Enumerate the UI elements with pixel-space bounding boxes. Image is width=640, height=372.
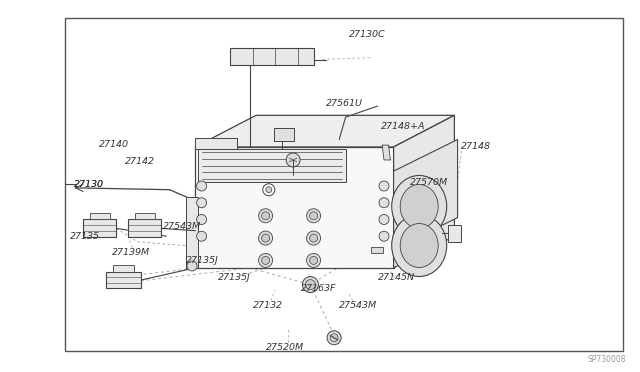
Circle shape	[307, 231, 321, 245]
Polygon shape	[274, 128, 294, 141]
Text: 27561U: 27561U	[326, 99, 364, 108]
Polygon shape	[230, 48, 314, 65]
Circle shape	[310, 212, 317, 220]
Circle shape	[305, 280, 316, 289]
Circle shape	[307, 209, 321, 223]
Bar	[65, 18, 623, 351]
Text: SP730008: SP730008	[588, 355, 626, 364]
Polygon shape	[371, 247, 383, 253]
Polygon shape	[394, 115, 454, 268]
Polygon shape	[195, 115, 454, 147]
Text: 27130: 27130	[74, 180, 104, 189]
Circle shape	[327, 331, 341, 345]
Polygon shape	[186, 197, 198, 268]
Circle shape	[259, 209, 273, 223]
Polygon shape	[382, 145, 390, 160]
Circle shape	[196, 215, 207, 224]
Text: 27142: 27142	[125, 157, 155, 166]
Text: 27543M: 27543M	[163, 222, 202, 231]
Circle shape	[196, 198, 207, 208]
Circle shape	[196, 231, 207, 241]
Circle shape	[266, 187, 272, 193]
Circle shape	[196, 181, 207, 191]
Polygon shape	[128, 219, 161, 237]
Text: 27132: 27132	[253, 301, 283, 310]
Text: 27148+A: 27148+A	[381, 122, 426, 131]
Circle shape	[259, 253, 273, 267]
Polygon shape	[195, 147, 394, 268]
Circle shape	[262, 256, 269, 264]
Circle shape	[302, 276, 319, 293]
Circle shape	[259, 231, 273, 245]
Text: 27139M: 27139M	[112, 248, 150, 257]
Circle shape	[187, 261, 197, 271]
Circle shape	[262, 212, 269, 220]
Polygon shape	[195, 138, 237, 149]
Text: 27543M: 27543M	[339, 301, 378, 310]
Text: 27163F: 27163F	[301, 284, 336, 293]
Text: 27140: 27140	[99, 140, 129, 149]
Circle shape	[379, 231, 389, 241]
Text: 27570M: 27570M	[410, 178, 448, 187]
Circle shape	[310, 256, 317, 264]
Ellipse shape	[392, 176, 447, 237]
Text: 27145N: 27145N	[378, 273, 415, 282]
Circle shape	[379, 181, 389, 191]
Text: 27135: 27135	[70, 232, 100, 241]
Circle shape	[307, 253, 321, 267]
Circle shape	[263, 184, 275, 196]
Circle shape	[310, 234, 317, 242]
Circle shape	[262, 234, 269, 242]
Polygon shape	[394, 140, 458, 249]
Ellipse shape	[400, 224, 438, 267]
Text: 27130: 27130	[74, 180, 104, 189]
Polygon shape	[448, 225, 461, 242]
Circle shape	[330, 334, 338, 342]
Ellipse shape	[400, 185, 438, 228]
Polygon shape	[90, 213, 110, 219]
Polygon shape	[83, 219, 116, 237]
Polygon shape	[106, 272, 141, 288]
Text: 27135J: 27135J	[186, 256, 218, 265]
Polygon shape	[134, 213, 155, 219]
Text: 27148: 27148	[461, 142, 491, 151]
Text: 27520M: 27520M	[266, 343, 304, 352]
Ellipse shape	[392, 215, 447, 276]
Text: 27130C: 27130C	[349, 30, 385, 39]
Text: 27135J: 27135J	[218, 273, 250, 282]
Circle shape	[379, 198, 389, 208]
Polygon shape	[113, 265, 134, 272]
Polygon shape	[198, 149, 346, 182]
Circle shape	[379, 215, 389, 224]
Circle shape	[286, 153, 300, 167]
